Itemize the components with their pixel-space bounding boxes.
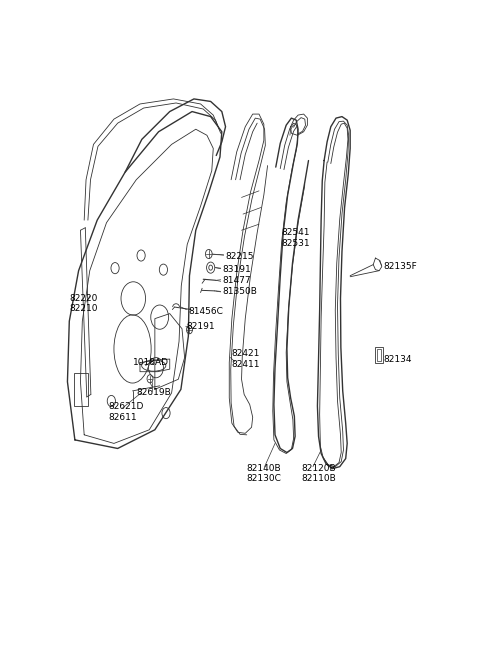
Text: 81477: 81477 (223, 276, 251, 285)
Text: 82140B
82130C: 82140B 82130C (246, 464, 281, 483)
Text: 82619B: 82619B (136, 388, 171, 398)
Text: 82421
82411: 82421 82411 (231, 350, 260, 369)
Text: 82134: 82134 (383, 354, 411, 363)
Text: 82191: 82191 (186, 321, 215, 331)
Text: 1018AD: 1018AD (132, 358, 168, 367)
Text: 82120B
82110B: 82120B 82110B (301, 464, 336, 483)
Text: 81456C: 81456C (188, 306, 223, 316)
Bar (375, 348, 383, 363)
Text: 83191: 83191 (223, 265, 252, 274)
Bar (377, 349, 382, 361)
Text: 82220
82210: 82220 82210 (69, 294, 98, 313)
Text: 82135F: 82135F (384, 262, 418, 271)
Text: 82621D
82611: 82621D 82611 (108, 402, 144, 422)
Bar (74, 373, 88, 406)
Text: 82215: 82215 (226, 252, 254, 261)
Text: 81350B: 81350B (223, 287, 257, 297)
Text: 82541
82531: 82541 82531 (281, 228, 310, 247)
